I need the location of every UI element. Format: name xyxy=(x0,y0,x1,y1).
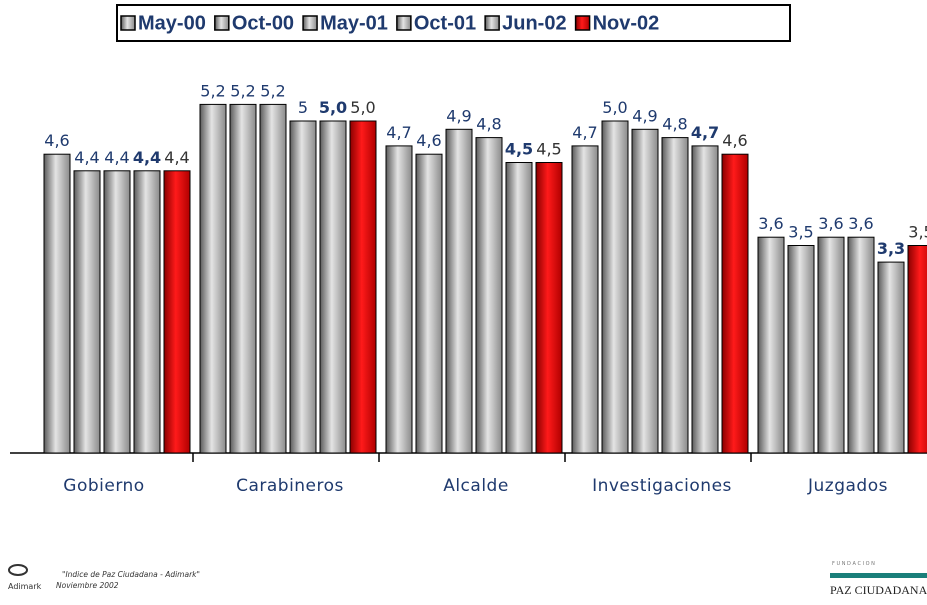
value-label: 4,6 xyxy=(416,131,441,150)
bar xyxy=(349,120,377,454)
value-label: 5,0 xyxy=(350,98,375,117)
bar xyxy=(259,103,287,454)
logo-top: F U N D A C I O N xyxy=(832,561,875,567)
value-label: 4,6 xyxy=(44,131,69,150)
footer: Adimark "Indice de Paz Ciudadana - Adima… xyxy=(8,561,927,597)
legend-swatch xyxy=(302,15,318,31)
legend-label: May-01 xyxy=(320,12,388,34)
x-tick-label: Investigaciones xyxy=(592,476,732,496)
source: "Indice de Paz Ciudadana - Adimark" xyxy=(62,570,200,579)
value-label: 4,7 xyxy=(386,123,411,142)
value-label: 5,0 xyxy=(319,98,347,117)
value-label: 5 xyxy=(298,98,308,117)
brand: Adimark xyxy=(8,582,42,591)
bar xyxy=(163,170,191,454)
brand-icon xyxy=(8,564,28,576)
value-label: 3,6 xyxy=(848,214,873,233)
value-label: 5,2 xyxy=(260,81,285,100)
bar xyxy=(103,170,131,454)
value-label: 4,5 xyxy=(505,140,533,159)
legend-label: Nov-02 xyxy=(593,12,660,34)
legend-label: May-00 xyxy=(138,12,206,34)
bar xyxy=(445,128,473,454)
logo-bar xyxy=(830,573,927,578)
value-label: 5,2 xyxy=(230,81,255,100)
value-label: 4,4 xyxy=(104,148,129,167)
bar xyxy=(571,145,599,454)
bar xyxy=(535,162,563,454)
bar xyxy=(319,120,347,454)
value-label: 3,6 xyxy=(758,214,783,233)
bar xyxy=(289,120,317,454)
value-label: 4,8 xyxy=(662,115,687,134)
bar xyxy=(787,245,815,454)
value-label: 4,7 xyxy=(572,123,597,142)
bar xyxy=(73,170,101,454)
value-label: 3,6 xyxy=(818,214,843,233)
value-label: 5,2 xyxy=(200,81,225,100)
bar xyxy=(133,170,161,454)
value-label: 3,5 xyxy=(788,223,813,242)
value-label: 4,6 xyxy=(722,131,747,150)
bar xyxy=(907,245,927,454)
value-label: 4,7 xyxy=(691,123,719,142)
value-label: 4,8 xyxy=(476,115,501,134)
value-label: 5,0 xyxy=(602,98,627,117)
value-label: 4,9 xyxy=(632,106,657,125)
legend-swatch xyxy=(484,15,500,31)
date: Noviembre 2002 xyxy=(56,581,119,590)
legend-label: Jun-02 xyxy=(502,12,566,34)
bar xyxy=(43,153,71,454)
legend-label: Oct-01 xyxy=(414,12,476,34)
bar xyxy=(757,236,785,454)
value-label: 4,4 xyxy=(74,148,99,167)
bar xyxy=(721,153,749,454)
legend-label: Oct-00 xyxy=(232,12,294,34)
bar xyxy=(631,128,659,454)
bar xyxy=(601,120,629,454)
x-tick-label: Carabineros xyxy=(236,476,344,496)
legend-swatch xyxy=(214,15,230,31)
bar xyxy=(475,137,503,454)
bar xyxy=(661,137,689,454)
legend-swatch xyxy=(396,15,412,31)
value-label: 3,3 xyxy=(877,239,905,258)
x-tick-label: Juzgados xyxy=(807,476,888,496)
bar xyxy=(847,236,875,454)
bar xyxy=(229,103,257,454)
value-label: 4,4 xyxy=(133,148,161,167)
bar xyxy=(877,261,905,454)
value-label: 4,9 xyxy=(446,106,471,125)
logo: PAZ CIUDADANA xyxy=(830,583,927,597)
bar xyxy=(505,162,533,454)
bar xyxy=(385,145,413,454)
legend-swatch xyxy=(120,15,136,31)
x-tick-label: Gobierno xyxy=(63,476,144,496)
legend-swatch xyxy=(574,15,591,31)
value-label: 3,5 xyxy=(908,223,927,242)
x-tick-label: Alcalde xyxy=(443,476,509,496)
bar xyxy=(415,153,443,454)
value-label: 4,4 xyxy=(164,148,189,167)
bar xyxy=(199,103,227,454)
value-label: 4,5 xyxy=(536,140,561,159)
bar xyxy=(817,236,845,454)
bar xyxy=(691,145,719,454)
